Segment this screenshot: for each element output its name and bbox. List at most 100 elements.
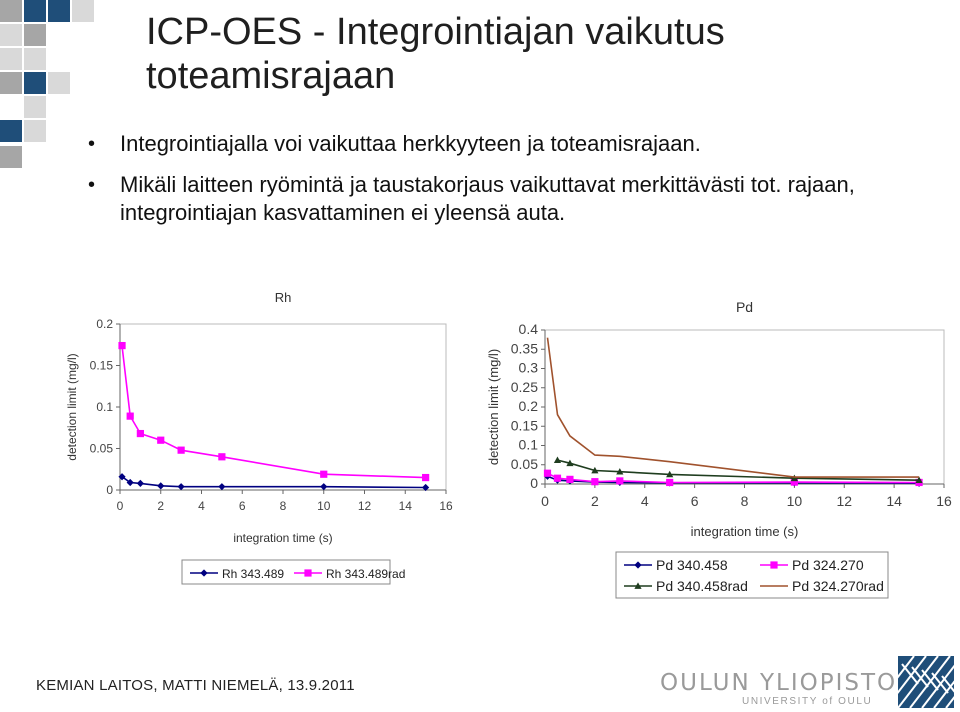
legend-entry: Pd 324.270rad	[760, 578, 884, 594]
data-point	[543, 469, 552, 477]
data-point	[320, 483, 328, 491]
plot-area	[544, 329, 945, 485]
logo-stroke	[898, 656, 915, 679]
university-logo-icon	[898, 656, 954, 708]
x-tick-label: 6	[239, 499, 246, 513]
x-tick-label: 2	[157, 499, 164, 513]
deco-square	[48, 72, 70, 94]
x-tick-label: 16	[936, 493, 952, 509]
deco-square	[48, 0, 70, 22]
y-tick-label: 0.4	[519, 321, 539, 337]
legend-entry: Pd 340.458	[624, 557, 728, 573]
deco-square	[24, 0, 46, 22]
legend-box	[181, 559, 391, 585]
data-point	[157, 436, 165, 444]
deco-square	[0, 48, 22, 70]
logo-stroke	[921, 664, 954, 708]
x-tick-label: 4	[641, 493, 649, 509]
logo-pattern	[898, 656, 954, 708]
bullet-icon: •	[88, 133, 96, 155]
deco-square	[0, 0, 22, 22]
data-point	[157, 482, 165, 490]
y-tick-label: 0.1	[519, 437, 539, 453]
deco-square	[24, 48, 46, 70]
data-point	[915, 476, 923, 484]
series-pd-340-458rad	[553, 456, 923, 484]
data-point	[118, 341, 126, 350]
y-tick-label: 0	[530, 475, 538, 491]
data-point	[422, 473, 430, 482]
bullet-item: • Integrointiajalla voi vaikuttaa herkkyy…	[88, 130, 938, 158]
y-tick-label: 0	[106, 483, 113, 497]
x-tick-label: 0	[117, 499, 124, 513]
data-point	[770, 561, 778, 569]
deco-square	[0, 120, 22, 142]
y-tick-label: 0.15	[511, 417, 538, 433]
y-tick-label: 0.1	[96, 400, 113, 414]
x-axis-label: integration time (s)	[233, 531, 332, 545]
logo-stroke	[921, 669, 939, 691]
y-tick-label: 0.35	[511, 340, 538, 356]
y-tick-label: 0.05	[90, 442, 114, 456]
y-axis-label: detection limit (mg/l)	[65, 353, 79, 460]
data-point	[304, 569, 312, 577]
legend-label: Pd 340.458rad	[656, 578, 748, 594]
data-point	[634, 582, 642, 589]
logo-stroke	[898, 656, 927, 695]
university-name: OULUN YLIOPISTO	[660, 670, 898, 696]
bullet-list: • Integrointiajalla voi vaikuttaa herkkyy…	[88, 130, 938, 240]
logo-stroke	[933, 680, 954, 708]
x-tick-label: 8	[280, 499, 287, 513]
data-point	[591, 478, 599, 486]
deco-square	[24, 120, 46, 142]
data-point	[634, 561, 642, 569]
data-point	[553, 474, 562, 482]
bullet-item: • Mikäli laitteen ryömintä ja taustakorja…	[88, 171, 938, 227]
data-point	[177, 446, 185, 454]
logo-stroke	[898, 656, 939, 708]
y-tick-label: 0.2	[519, 398, 539, 414]
data-point	[790, 478, 798, 486]
data-point	[177, 483, 185, 491]
x-tick-label: 0	[541, 493, 549, 509]
data-point	[126, 412, 134, 420]
decorative-squares	[0, 0, 94, 168]
y-tick-label: 0.05	[511, 456, 538, 472]
deco-square	[0, 24, 22, 46]
legend-label: Pd 324.270rad	[792, 578, 884, 594]
x-axis-label: integration time (s)	[691, 524, 799, 539]
x-tick-label: 12	[358, 499, 372, 513]
plot-area	[119, 323, 447, 491]
data-point	[136, 429, 144, 438]
data-point	[616, 468, 624, 475]
legend-label: Pd 324.270	[792, 557, 864, 573]
university-name-english: UNIVERSITY of OULU	[742, 696, 873, 707]
chart-pd: Pd 0 0.05 0.1 0.15 0.2 0.25 0.3 0.35 0.4 0 2 4 6 8 10 12…	[486, 299, 952, 599]
data-point	[566, 459, 574, 467]
chart-title: Pd	[736, 299, 753, 315]
slide-title: ICP-OES - Integrointiajan vaikutus totea…	[146, 11, 725, 97]
legend-label: Rh 343.489rad	[326, 567, 405, 581]
legend-entry: Rh 343.489	[190, 567, 284, 581]
deco-square	[0, 72, 22, 94]
data-point	[591, 466, 599, 474]
bullet-text: Mikäli laitteen ryömintä ja taustakorjau…	[120, 172, 855, 225]
legend-entry: Rh 343.489rad	[294, 567, 405, 581]
chart-rh: Rh 0 0.05 0.1 0.15 0.2 0 2 4 6 8 10 12 14 16 integratio…	[65, 290, 453, 585]
logo-stroke	[941, 675, 954, 693]
logo-stroke	[911, 666, 929, 688]
series-rh-343-489	[118, 473, 430, 492]
legend-box	[615, 551, 889, 599]
series-rh-343-489rad	[118, 341, 430, 482]
bullet-icon: •	[88, 174, 96, 196]
data-point	[666, 478, 674, 487]
deco-square	[72, 0, 94, 22]
logo-stroke	[901, 663, 919, 685]
legend-label: Rh 343.489	[222, 567, 284, 581]
x-tick-label: 2	[591, 493, 599, 509]
y-tick-label: 0.3	[519, 360, 539, 376]
deco-square	[24, 96, 46, 118]
x-tick-label: 12	[836, 493, 852, 509]
data-point	[566, 475, 574, 483]
series-line	[546, 337, 920, 478]
